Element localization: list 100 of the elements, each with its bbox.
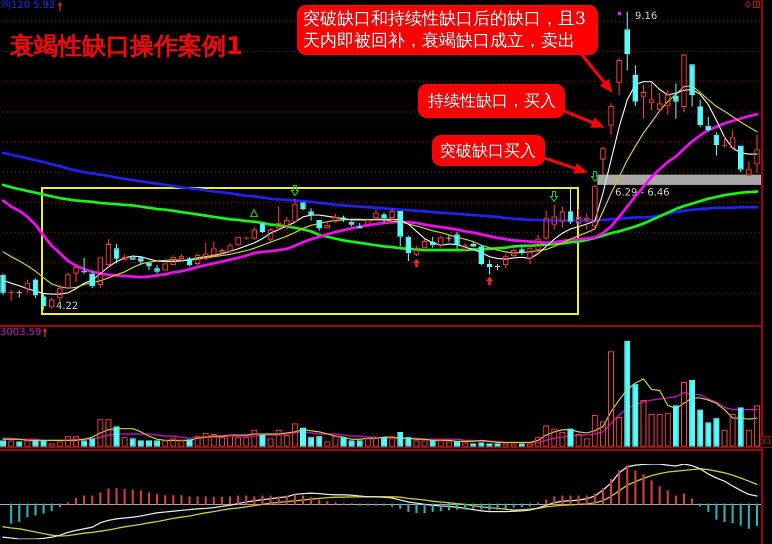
bar — [148, 492, 150, 504]
bar — [220, 496, 223, 504]
candlestick — [308, 208, 314, 221]
bar — [697, 410, 704, 447]
bar — [561, 496, 564, 504]
bar — [689, 380, 696, 447]
bar — [666, 490, 669, 504]
candlestick — [154, 264, 160, 274]
bar — [707, 504, 710, 512]
bar — [456, 504, 458, 510]
bar — [180, 495, 182, 504]
candlestick — [186, 256, 192, 267]
bar — [229, 496, 232, 504]
bar — [618, 470, 620, 504]
bar — [164, 495, 166, 504]
bar — [705, 422, 712, 447]
annotation: 9.16 — [635, 11, 658, 23]
bar — [172, 495, 174, 504]
bar — [569, 496, 572, 504]
text: 均120 5.92 — [1, 0, 56, 12]
bar — [156, 494, 158, 504]
text: 3003.59 — [0, 327, 42, 339]
candlestick — [381, 212, 387, 224]
annotation: X1 — [760, 436, 772, 448]
bar — [626, 465, 628, 504]
bar — [83, 496, 86, 504]
bar — [26, 504, 28, 518]
bar — [568, 428, 574, 447]
bar — [472, 504, 474, 509]
bar — [448, 504, 450, 510]
annotation: 突破缺口和持续性缺口后的缺口，且3天内即被回补，衰竭缺口成立，卖出 — [303, 8, 587, 52]
bar — [672, 405, 679, 447]
bar — [391, 504, 394, 507]
bar — [74, 498, 78, 504]
bar — [732, 504, 734, 524]
bar — [756, 504, 758, 526]
candlestick — [706, 116, 712, 132]
candlestick — [454, 231, 460, 250]
bar — [545, 500, 548, 504]
bar — [107, 488, 110, 504]
bar — [634, 470, 636, 504]
candlestick — [138, 257, 144, 266]
bar — [91, 496, 94, 504]
candlestick — [89, 270, 95, 289]
bar — [310, 497, 312, 504]
bar — [140, 490, 142, 504]
bar — [699, 504, 702, 506]
bar — [278, 496, 280, 504]
bar — [114, 426, 120, 447]
bar — [204, 496, 207, 504]
candlestick — [348, 219, 354, 228]
bar — [132, 490, 134, 504]
bar — [713, 418, 720, 447]
candlestick — [519, 246, 525, 256]
candlestick — [430, 236, 436, 248]
bar — [520, 504, 523, 508]
bar — [58, 504, 61, 508]
bar — [553, 496, 556, 504]
bar — [602, 488, 604, 504]
candlestick — [714, 132, 720, 156]
bar — [116, 488, 118, 504]
bar — [424, 504, 426, 514]
candlestick — [632, 64, 638, 106]
bar — [316, 436, 322, 447]
bar — [682, 494, 686, 504]
bar — [691, 498, 694, 504]
bar — [586, 496, 588, 504]
bar — [496, 504, 499, 510]
candlestick — [40, 294, 46, 310]
candlestick — [340, 215, 346, 222]
text: 衰竭性缺口操作案例1 — [10, 32, 243, 60]
band-label: 6.29 - 6.46 — [615, 187, 670, 198]
candlestick — [406, 235, 412, 262]
bar — [674, 496, 677, 504]
annotation: 持续性缺口，买入 — [428, 90, 556, 112]
bar — [253, 496, 256, 504]
bar — [632, 384, 638, 447]
bar — [738, 407, 744, 447]
bar — [270, 496, 272, 504]
bar — [326, 501, 328, 504]
candlestick — [114, 244, 120, 264]
candlestick — [0, 273, 6, 296]
bar — [440, 504, 442, 512]
bar — [432, 504, 434, 512]
bar — [99, 492, 102, 504]
bar — [578, 496, 580, 504]
bar — [124, 488, 126, 504]
bar — [34, 504, 37, 516]
candlestick — [470, 241, 476, 246]
bar — [723, 504, 726, 522]
bar — [415, 504, 418, 514]
annotation: 4.22 — [56, 301, 78, 312]
bar — [594, 494, 596, 504]
bar — [624, 340, 630, 447]
bar — [642, 474, 644, 504]
bar — [302, 496, 304, 504]
bar — [504, 504, 507, 509]
bar — [196, 496, 199, 504]
candlestick — [673, 83, 679, 120]
bar — [464, 504, 466, 510]
